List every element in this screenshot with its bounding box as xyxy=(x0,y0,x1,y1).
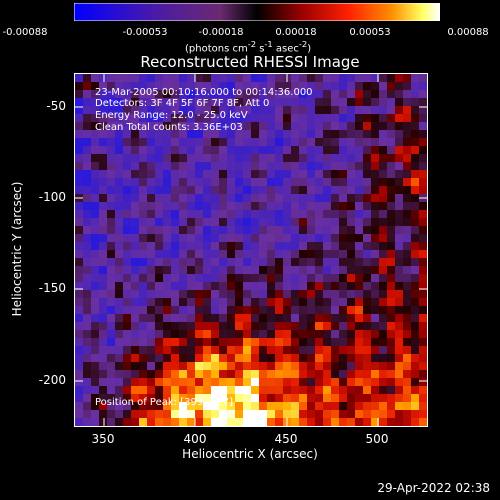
colorbar-tick: -0.00088 xyxy=(2,27,48,38)
colorbar-tick: -0.00018 xyxy=(198,27,244,38)
total-counts: Clean Total counts: 3.36E+03 xyxy=(95,122,243,133)
peak-position: Position of Peak: [399,-227] xyxy=(95,397,233,408)
colorbar xyxy=(74,3,440,21)
y-tick: -50 xyxy=(46,99,66,113)
x-tick: 400 xyxy=(183,432,207,446)
timestamp: 29-Apr-2022 02:38 xyxy=(377,481,490,495)
y-tick: -100 xyxy=(38,190,66,204)
image-title: Reconstructed RHESSI Image xyxy=(140,53,360,71)
colorbar-tick: 0.00053 xyxy=(349,27,391,38)
y-axis-label: Heliocentric Y (arcsec) xyxy=(10,181,24,317)
rhessi-image xyxy=(74,73,428,427)
x-tick: 500 xyxy=(365,432,389,446)
x-tick: 450 xyxy=(274,432,298,446)
colorbar-tick: -0.00053 xyxy=(122,27,168,38)
detectors: Detectors: 3F 4F 5F 6F 7F 8F, Att 0 xyxy=(95,98,270,109)
energy-range: Energy Range: 12.0 - 25.0 keV xyxy=(95,110,248,121)
y-tick: -200 xyxy=(38,373,66,387)
colorbar-units: (photons cm-2 s-1 asec-2) xyxy=(185,39,312,55)
x-axis-label: Heliocentric X (arcsec) xyxy=(182,447,318,461)
heatmap xyxy=(75,74,427,426)
y-tick: -150 xyxy=(38,281,66,295)
colorbar-tick: 0.00018 xyxy=(275,27,317,38)
colorbar-tick: 0.00088 xyxy=(447,27,489,38)
x-tick: 350 xyxy=(91,432,115,446)
time-range: 23-Mar-2005 00:10:16.000 to 00:14:36.000 xyxy=(95,87,313,98)
